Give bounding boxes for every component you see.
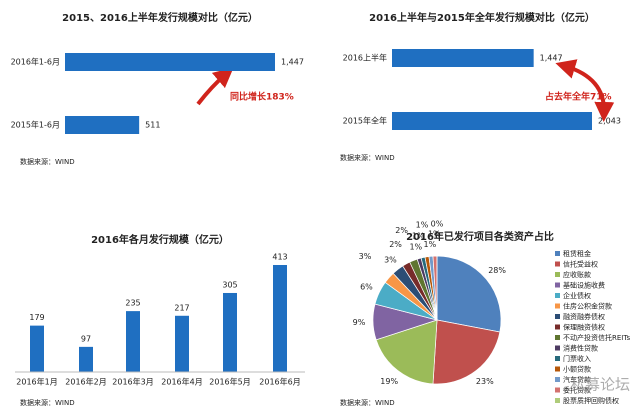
legend-label: 租赁租金 <box>563 249 591 258</box>
value-label: 9% <box>353 318 366 327</box>
source-note: 数据来源：WIND <box>340 398 395 407</box>
bar <box>392 112 592 130</box>
bar <box>273 265 287 372</box>
value-label: 1% <box>412 232 425 241</box>
value-label: 23% <box>476 377 494 386</box>
legend-swatch <box>555 261 560 267</box>
value-label: 235 <box>125 299 140 308</box>
value-label: 3% <box>384 255 397 264</box>
value-label: 1% <box>416 221 429 230</box>
source-note: 数据来源：WIND <box>20 157 75 166</box>
value-label: 1% <box>428 230 441 239</box>
legend-label: 委托贷款 <box>563 386 591 395</box>
bar <box>223 292 237 372</box>
value-label: 2,043 <box>598 117 621 126</box>
legend-swatch <box>555 345 560 351</box>
chart-title: 2016年各月发行规模（亿元） <box>91 233 229 246</box>
value-label: 6% <box>360 282 373 291</box>
value-label: 1,447 <box>540 54 563 63</box>
bar <box>30 325 44 372</box>
x-tick-label: 2016年4月 <box>161 377 202 387</box>
x-tick-label: 2016年5月 <box>209 377 250 387</box>
legend-swatch <box>555 377 560 382</box>
value-label: 1% <box>409 243 422 252</box>
legend-swatch <box>555 251 560 256</box>
source-note: 数据来源：WIND <box>340 153 395 162</box>
watermark: 私募论坛 <box>570 376 630 394</box>
arrow <box>196 67 234 106</box>
legend-swatch <box>555 272 560 277</box>
legend-label: 融资融券债权 <box>563 312 605 321</box>
legend-swatch <box>555 335 560 340</box>
legend-label: 信托受益权 <box>563 260 598 269</box>
legend-label: 保理融资债权 <box>563 323 605 332</box>
value-label: 19% <box>380 377 398 386</box>
bar <box>392 49 534 67</box>
value-label: 413 <box>272 253 287 262</box>
annotation: 同比增长183% <box>230 91 294 103</box>
annotation: 占去年全年71% <box>545 91 612 103</box>
legend-label: 消费性贷款 <box>563 344 598 353</box>
value-label: 305 <box>222 280 237 289</box>
bar <box>175 315 189 372</box>
legend-label: 股票质押回购债权 <box>563 396 619 405</box>
legend-swatch <box>555 356 560 361</box>
value-label: 97 <box>81 334 91 343</box>
legend-label: 住房公积金贷款 <box>563 302 612 311</box>
x-tick-label: 2016年3月 <box>112 377 153 387</box>
source-note: 数据来源：WIND <box>20 398 75 407</box>
y-tick-label: 2015年全年 <box>343 116 387 126</box>
value-label: 2% <box>395 226 408 235</box>
legend-swatch <box>555 387 560 393</box>
bar <box>126 311 140 372</box>
x-tick-label: 2016年2月 <box>65 377 106 387</box>
legend-label: 应收账款 <box>563 270 591 279</box>
legend-swatch <box>555 314 560 319</box>
x-tick-label: 2016年6月 <box>259 377 300 387</box>
value-label: 0% <box>431 220 444 229</box>
pie-slice <box>436 255 502 333</box>
value-label: 3% <box>359 252 372 261</box>
y-tick-label: 2016年1-6月 <box>11 57 60 67</box>
x-tick-label: 2016年1月 <box>16 377 57 387</box>
chart-title: 2016上半年与2015年全年发行规模对比（亿元） <box>369 11 595 24</box>
legend-swatch <box>555 366 560 372</box>
arrow <box>555 59 615 122</box>
value-label: 179 <box>29 313 44 322</box>
y-tick-label: 2015年1-6月 <box>11 120 60 130</box>
legend-label: 不动产投资信托REITs <box>563 333 630 342</box>
bar <box>65 53 275 71</box>
value-label: 1,447 <box>281 58 304 67</box>
bar <box>79 346 93 372</box>
legend-label: 门票收入 <box>563 354 591 363</box>
legend-swatch <box>555 282 560 288</box>
chart-title: 2016年已发行项目各类资产占比 <box>406 230 554 243</box>
value-label: 28% <box>488 266 506 275</box>
value-label: 511 <box>145 121 160 130</box>
y-tick-label: 2016上半年 <box>343 53 387 63</box>
legend-swatch <box>555 293 560 298</box>
value-label: 2% <box>389 240 402 249</box>
legend-swatch <box>555 324 560 330</box>
value-label: 217 <box>174 303 189 312</box>
value-label: 1% <box>423 240 436 249</box>
legend-swatch <box>555 303 560 309</box>
pie-slice <box>432 319 501 385</box>
legend-label: 汽车贷款 <box>563 375 591 384</box>
bar <box>65 116 140 134</box>
legend-swatch <box>555 398 560 403</box>
chart-title: 2015、2016上半年发行规模对比（亿元） <box>62 11 258 24</box>
legend-label: 基础设施收费 <box>563 281 605 290</box>
legend-label: 小额贷款 <box>563 365 591 374</box>
legend-label: 企业债权 <box>563 291 591 300</box>
pie-slice <box>375 319 438 385</box>
